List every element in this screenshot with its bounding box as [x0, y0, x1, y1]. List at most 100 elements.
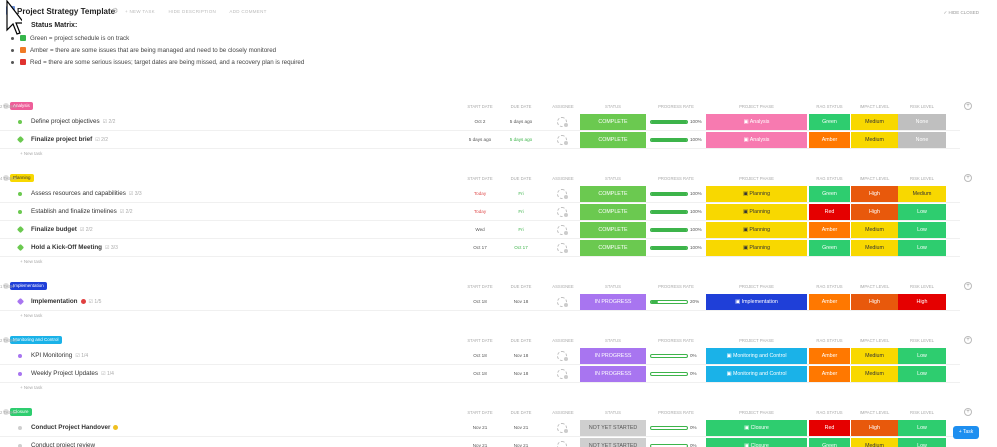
- column-header-status[interactable]: STATUS: [605, 410, 621, 415]
- subtask-count[interactable]: ☑ 2/2: [119, 209, 133, 215]
- collapse-toggle-icon[interactable]: [3, 103, 9, 109]
- new-task-button[interactable]: + New task: [20, 151, 43, 156]
- column-header-due-date[interactable]: DUE DATE: [510, 176, 532, 181]
- start-date[interactable]: Wed: [475, 227, 485, 232]
- add-column-icon[interactable]: +: [964, 282, 972, 290]
- status-badge[interactable]: COMPLETE: [580, 114, 646, 130]
- page-title[interactable]: Project Strategy Template: [17, 7, 116, 16]
- due-date[interactable]: 5 days ago: [509, 137, 533, 142]
- column-header-progress-rate[interactable]: PROGRESS RATE: [658, 176, 694, 181]
- task-name[interactable]: Conduct project review: [31, 442, 95, 447]
- column-header-rag-status[interactable]: RAG STATUS: [816, 176, 843, 181]
- column-header-due-date[interactable]: DUE DATE: [510, 284, 532, 289]
- subtask-count[interactable]: ☑ 1/4: [101, 371, 114, 377]
- status-badge[interactable]: COMPLETE: [580, 132, 646, 148]
- column-header-risk-level[interactable]: RISK LEVEL: [910, 104, 934, 109]
- assignee-avatar-icon[interactable]: [557, 135, 568, 145]
- assignee-avatar-icon[interactable]: [557, 297, 568, 307]
- risk-level-badge[interactable]: None: [898, 114, 946, 130]
- column-header-assignee[interactable]: ASSIGNEE: [552, 410, 574, 415]
- column-header-status[interactable]: STATUS: [605, 284, 621, 289]
- status-badge[interactable]: COMPLETE: [580, 222, 646, 238]
- risk-level-badge[interactable]: Low: [898, 240, 946, 256]
- project-phase-badge[interactable]: ▣ Analysis: [706, 114, 807, 130]
- impact-level-badge[interactable]: High: [851, 420, 898, 436]
- rag-status-badge[interactable]: Amber: [809, 294, 850, 310]
- risk-level-badge[interactable]: Medium: [898, 186, 946, 202]
- new-task-button[interactable]: + New task: [20, 313, 43, 318]
- project-phase-badge[interactable]: ▣ Closure: [706, 438, 807, 447]
- group-tag-implementation[interactable]: Implementation: [10, 282, 47, 290]
- column-header-assignee[interactable]: ASSIGNEE: [552, 338, 574, 343]
- column-header-progress-rate[interactable]: PROGRESS RATE: [658, 284, 694, 289]
- task-name[interactable]: Finalize budget ☑ 2/2: [31, 226, 93, 233]
- status-marker-icon[interactable]: [18, 354, 22, 358]
- due-date[interactable]: Fri: [518, 227, 524, 232]
- column-header-project-phase[interactable]: PROJECT PHASE: [739, 410, 774, 415]
- due-date[interactable]: Nov 18: [513, 353, 529, 358]
- subtask-count[interactable]: ☑ 1/5: [88, 299, 102, 305]
- project-phase-badge[interactable]: ▣ Implementation: [706, 294, 807, 310]
- start-date[interactable]: 5 days ago: [468, 137, 492, 142]
- due-date[interactable]: Nov 21: [513, 425, 529, 430]
- table-row[interactable]: Finalize budget ☑ 2/2 Wed Fri COMPLETE 100% ▣ …: [0, 221, 960, 239]
- task-name[interactable]: Conduct Project Handover: [31, 424, 119, 431]
- due-date[interactable]: Oct 17: [514, 245, 528, 250]
- add-column-icon[interactable]: +: [964, 336, 972, 344]
- project-phase-badge[interactable]: ▣ Analysis: [706, 132, 807, 148]
- table-row[interactable]: Establish and finalize timelines ☑ 2/2 Tod…: [0, 203, 960, 221]
- column-header-rag-status[interactable]: RAG STATUS: [816, 284, 843, 289]
- status-marker-icon[interactable]: [16, 135, 25, 144]
- table-row[interactable]: KPI Monitoring ☑ 1/4 Oct 18 Nov 18 IN PROGRE…: [0, 347, 960, 365]
- impact-level-badge[interactable]: High: [851, 204, 898, 220]
- add-column-icon[interactable]: +: [964, 408, 972, 416]
- rag-status-badge[interactable]: Green: [809, 114, 850, 130]
- impact-level-badge[interactable]: Medium: [851, 114, 898, 130]
- impact-level-badge[interactable]: Medium: [851, 222, 898, 238]
- column-header-assignee[interactable]: ASSIGNEE: [552, 284, 574, 289]
- add-task-button[interactable]: + Task: [953, 426, 979, 439]
- column-header-start-date[interactable]: START DATE: [467, 410, 493, 415]
- due-date[interactable]: Nov 21: [513, 443, 529, 447]
- task-name[interactable]: Assess resources and capabilities ☑ 3/3: [31, 190, 142, 197]
- status-marker-icon[interactable]: [16, 243, 25, 252]
- table-row[interactable]: Conduct Project Handover Nov 21 Nov 21 NOT …: [0, 419, 960, 437]
- column-header-impact-level[interactable]: IMPACT LEVEL: [859, 176, 890, 181]
- column-header-risk-level[interactable]: RISK LEVEL: [910, 284, 934, 289]
- group-tag-closure[interactable]: Closure: [10, 408, 32, 416]
- status-badge[interactable]: IN PROGRESS: [580, 294, 646, 310]
- task-name[interactable]: Weekly Project Updates ☑ 1/4: [31, 370, 114, 377]
- column-header-rag-status[interactable]: RAG STATUS: [816, 338, 843, 343]
- impact-level-badge[interactable]: High: [851, 186, 898, 202]
- task-name[interactable]: Establish and finalize timelines ☑ 2/2: [31, 208, 133, 215]
- assignee-avatar-icon[interactable]: [557, 207, 568, 217]
- assignee-avatar-icon[interactable]: [557, 351, 568, 361]
- assignee-avatar-icon[interactable]: [557, 243, 568, 253]
- status-marker-icon[interactable]: [18, 192, 22, 196]
- status-badge[interactable]: NOT YET STARTED: [580, 438, 646, 447]
- column-header-progress-rate[interactable]: PROGRESS RATE: [658, 410, 694, 415]
- status-marker-icon[interactable]: [16, 297, 25, 306]
- collapse-toggle-icon[interactable]: [3, 175, 9, 181]
- risk-level-badge[interactable]: Low: [898, 420, 946, 436]
- subtask-count[interactable]: ☑ 3/3: [105, 245, 118, 251]
- column-header-rag-status[interactable]: RAG STATUS: [816, 410, 843, 415]
- column-header-impact-level[interactable]: IMPACT LEVEL: [859, 410, 890, 415]
- rag-status-badge[interactable]: Red: [809, 420, 850, 436]
- collapse-toggle-icon[interactable]: [3, 283, 9, 289]
- due-date[interactable]: Fri: [518, 209, 524, 214]
- table-row[interactable]: Implementation ☑ 1/5 Oct 18 Nov 18 IN PROGRE…: [0, 293, 960, 311]
- status-badge[interactable]: IN PROGRESS: [580, 348, 646, 364]
- impact-level-badge[interactable]: Medium: [851, 132, 898, 148]
- column-header-impact-level[interactable]: IMPACT LEVEL: [859, 104, 890, 109]
- status-badge[interactable]: NOT YET STARTED: [580, 420, 646, 436]
- column-header-progress-rate[interactable]: PROGRESS RATE: [658, 338, 694, 343]
- project-phase-badge[interactable]: ▣ Monitoring and Control: [706, 366, 807, 382]
- column-header-risk-level[interactable]: RISK LEVEL: [910, 338, 934, 343]
- project-phase-badge[interactable]: ▣ Monitoring and Control: [706, 348, 807, 364]
- status-marker-icon[interactable]: [18, 120, 22, 124]
- settings-icon[interactable]: ⚙: [112, 8, 119, 15]
- column-header-start-date[interactable]: START DATE: [467, 176, 493, 181]
- column-header-project-phase[interactable]: PROJECT PHASE: [739, 104, 774, 109]
- project-phase-badge[interactable]: ▣ Closure: [706, 420, 807, 436]
